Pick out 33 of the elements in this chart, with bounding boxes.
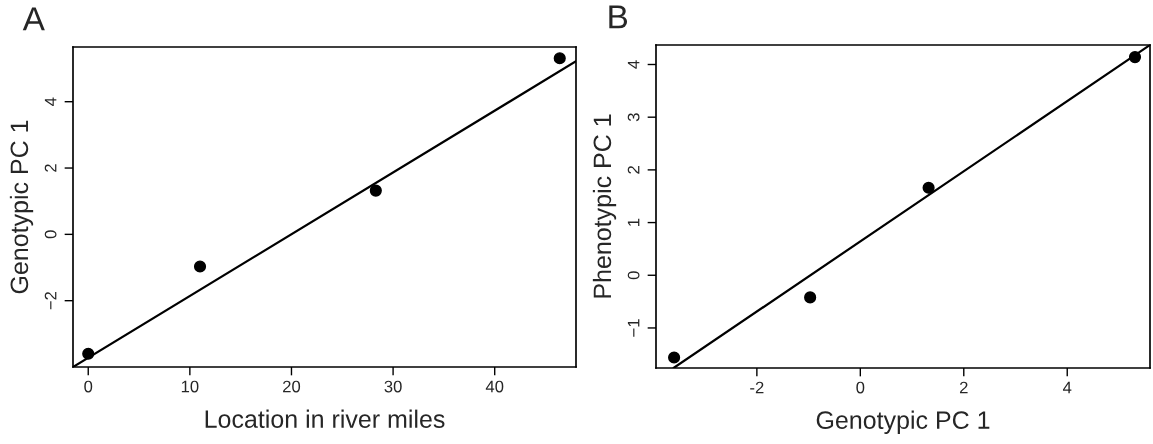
point bbox=[804, 291, 817, 304]
y-tick-label: 2 bbox=[627, 166, 640, 174]
y-tick-label: 0 bbox=[627, 271, 640, 280]
x-tick-label: 40 bbox=[485, 380, 504, 393]
x-axis-title: Genotypic PC 1 bbox=[816, 410, 990, 434]
point bbox=[1128, 51, 1142, 64]
point bbox=[553, 52, 566, 65]
x-tick-label: 0 bbox=[856, 381, 865, 394]
y-tick-label: 4 bbox=[44, 97, 57, 106]
x-tick-label: 2 bbox=[959, 381, 968, 394]
y-tick-label: 4 bbox=[627, 60, 640, 69]
chart-title: A bbox=[22, 7, 45, 31]
point bbox=[668, 351, 681, 364]
x-tick-label: 20 bbox=[283, 380, 301, 393]
point bbox=[369, 184, 382, 197]
point bbox=[922, 181, 935, 194]
chart-title: B bbox=[609, 5, 628, 29]
y-axis-title: Phenotypic PC 1 bbox=[592, 114, 617, 298]
x-tick-label: -2 bbox=[750, 381, 764, 394]
y-axis-title: Genotypic PC 1 bbox=[9, 120, 34, 294]
y-tick-label: 2 bbox=[44, 164, 57, 172]
y-tick-label: −1 bbox=[627, 319, 640, 337]
x-axis-title: Location in river miles bbox=[205, 409, 445, 428]
y-tick-label: 1 bbox=[627, 218, 640, 226]
y-tick-label: 0 bbox=[44, 230, 57, 239]
x-tick-label: 30 bbox=[384, 380, 402, 393]
x-tick-label: 10 bbox=[181, 380, 199, 393]
x-tick-label: 4 bbox=[1062, 381, 1072, 394]
x-tick-label: 0 bbox=[84, 380, 93, 393]
point bbox=[82, 347, 95, 360]
y-tick-label: −2 bbox=[44, 292, 57, 310]
point bbox=[193, 260, 207, 273]
y-tick-label: 3 bbox=[627, 113, 640, 122]
